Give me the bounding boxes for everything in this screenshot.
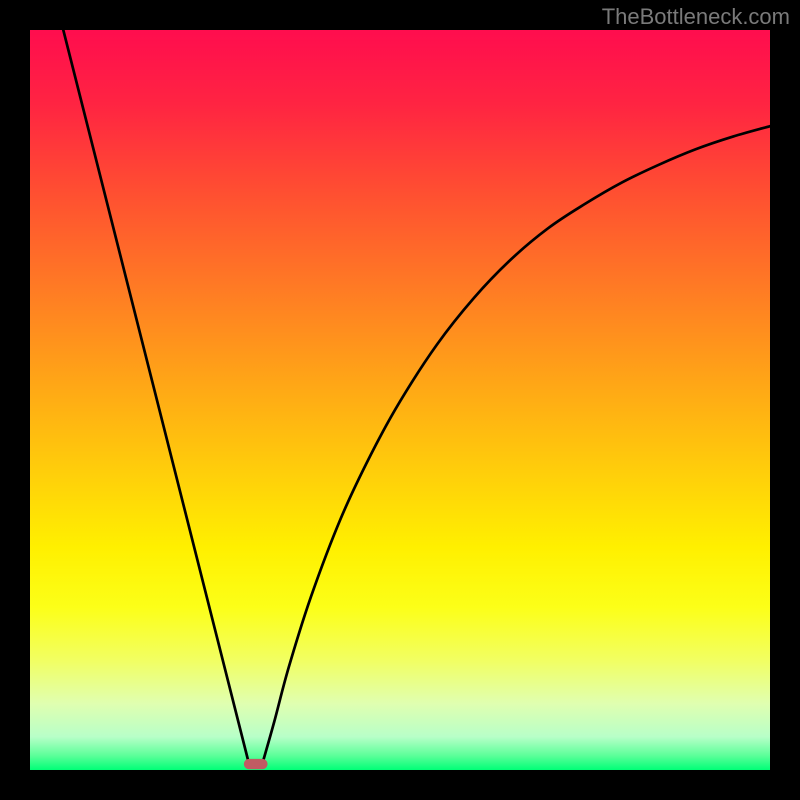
min-marker: [244, 759, 268, 769]
chart-container: TheBottleneck.com: [0, 0, 800, 800]
chart-svg: [0, 0, 800, 800]
watermark-text: TheBottleneck.com: [602, 4, 790, 30]
